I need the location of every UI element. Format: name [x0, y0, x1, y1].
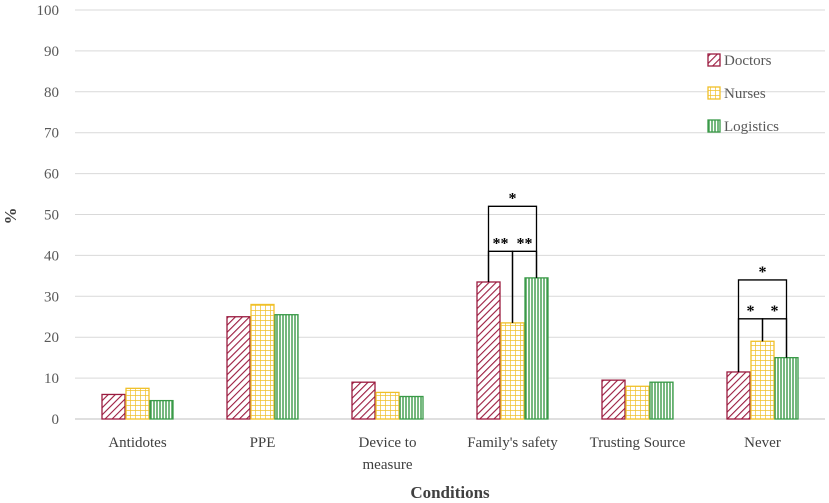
- bar-doctors: [726, 371, 751, 420]
- bar-nurses: [125, 387, 150, 420]
- significance-bracket: [487, 205, 538, 282]
- significance-label: *: [509, 190, 517, 207]
- legend-swatch-logistics: [707, 119, 721, 133]
- x-axis-title: Conditions: [410, 483, 490, 502]
- bar-logistics: [274, 314, 299, 420]
- bar-logistics: [524, 277, 549, 420]
- bar-nurses: [375, 391, 400, 420]
- bar-doctors: [476, 281, 501, 420]
- legend-swatch-nurses: [707, 86, 721, 100]
- y-axis-ticks: 0 10 20 30 40 50 60 70 80 90 100: [37, 3, 60, 428]
- significance-annotations: ** **** **: [487, 190, 788, 372]
- bar-logistics: [649, 381, 674, 420]
- x-tick-label: Antidotes: [108, 435, 166, 451]
- significance-label: *: [759, 264, 767, 281]
- bar-nurses: [750, 340, 775, 420]
- x-tick-label: Trusting Source: [590, 435, 686, 451]
- significance-label: **: [517, 235, 533, 252]
- bar-doctors: [101, 393, 126, 420]
- y-axis-title: %: [1, 208, 20, 225]
- x-tick-label: Family's safety: [467, 435, 558, 451]
- legend-label-doctors: Doctors: [724, 53, 772, 69]
- significance-label: **: [493, 235, 509, 252]
- significance-bracket: [737, 279, 788, 372]
- x-tick-label: measure: [363, 457, 413, 473]
- bar-doctors: [351, 381, 376, 420]
- y-tick-label: 100: [37, 3, 60, 19]
- y-tick-label: 50: [44, 208, 59, 224]
- bar-nurses: [250, 303, 275, 420]
- bar-doctors: [601, 379, 626, 420]
- x-tick-label: PPE: [250, 435, 276, 451]
- y-tick-label: 20: [44, 330, 59, 346]
- x-tick-label: Device to: [359, 435, 417, 451]
- y-tick-label: 60: [44, 167, 59, 183]
- legend: Doctors Nurses Logistics: [707, 53, 779, 135]
- bars: [101, 277, 799, 420]
- y-tick-label: 10: [44, 371, 59, 387]
- y-tick-label: 40: [44, 248, 59, 264]
- bar-logistics: [149, 399, 174, 420]
- legend-swatch-doctors: [707, 53, 721, 67]
- significance-label: *: [771, 303, 779, 320]
- bar-doctors: [226, 316, 251, 420]
- bar-logistics: [399, 395, 424, 420]
- legend-label-nurses: Nurses: [724, 86, 766, 102]
- y-tick-label: 70: [44, 126, 59, 142]
- y-tick-label: 90: [44, 44, 59, 60]
- gridlines: [75, 9, 825, 420]
- bar-logistics: [774, 356, 799, 420]
- y-tick-label: 0: [52, 412, 60, 428]
- x-tick-label: Never: [744, 435, 781, 451]
- y-tick-label: 80: [44, 85, 59, 101]
- y-tick-label: 30: [44, 289, 59, 305]
- bar-nurses: [625, 385, 650, 420]
- significance-label: *: [747, 303, 755, 320]
- x-axis-labels: Antidotes PPE Device to measure Family's saf…: [108, 435, 781, 473]
- bar-nurses: [500, 322, 525, 420]
- legend-label-logistics: Logistics: [724, 119, 779, 135]
